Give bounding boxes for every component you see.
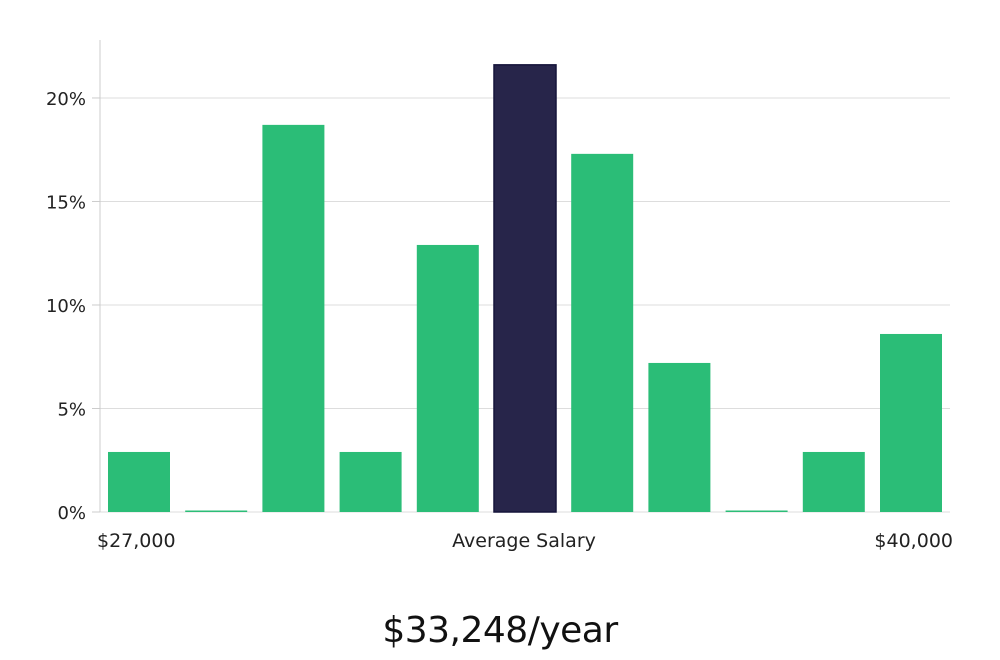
- average-salary-summary: $33,248/year: [382, 610, 618, 651]
- y-tick-label: 20%: [46, 89, 86, 110]
- x-axis-title: Average Salary: [452, 530, 596, 552]
- bar: [185, 510, 248, 512]
- bars: [108, 64, 942, 513]
- bar: [571, 153, 634, 512]
- bar-average-salary: [493, 64, 557, 513]
- y-tick-label: 10%: [46, 296, 86, 317]
- salary-histogram: 0% 5% 10% 15% 20% $27,000 Average Salary $40…: [46, 40, 953, 552]
- bar: [802, 451, 865, 512]
- y-axis-ticks: 0% 5% 10% 15% 20%: [46, 89, 100, 524]
- bar: [880, 333, 942, 512]
- y-tick-label: 0%: [57, 503, 86, 524]
- bar: [416, 244, 479, 512]
- bar: [648, 362, 711, 512]
- x-min-label: $27,000: [97, 530, 176, 552]
- bar: [108, 451, 170, 512]
- bar: [262, 124, 325, 512]
- x-max-label: $40,000: [874, 530, 953, 552]
- bar: [725, 510, 788, 512]
- y-tick-label: 5%: [57, 399, 86, 420]
- bar: [339, 451, 402, 512]
- y-tick-label: 15%: [46, 192, 86, 213]
